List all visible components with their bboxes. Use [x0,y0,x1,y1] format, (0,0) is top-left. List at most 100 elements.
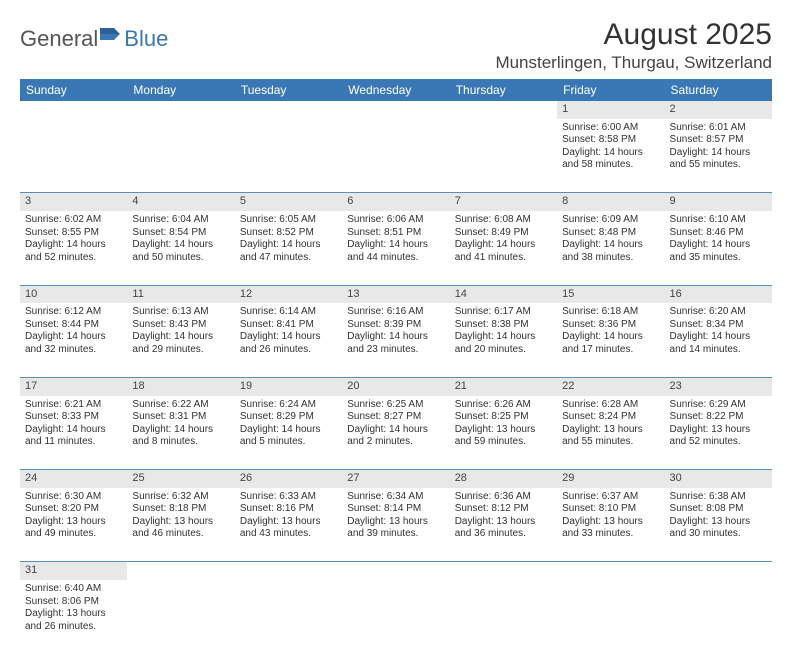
day-number-cell: 27 [342,470,449,488]
sunrise-line: Sunrise: 6:26 AM [455,399,552,412]
day-number-cell [235,562,342,580]
day-number-cell: 28 [450,470,557,488]
daylight-line: Daylight: 13 hours and 30 minutes. [670,516,767,541]
sunset-line: Sunset: 8:18 PM [132,503,229,516]
day-detail-cell [342,580,449,654]
day-number-cell [127,562,234,580]
month-title: August 2025 [495,18,772,51]
sunrise-line: Sunrise: 6:28 AM [562,399,659,412]
day-number-cell: 17 [20,377,127,395]
sunrise-line: Sunrise: 6:21 AM [25,399,122,412]
day-detail-cell [665,580,772,654]
day-detail-cell: Sunrise: 6:34 AMSunset: 8:14 PMDaylight:… [342,488,449,562]
day-detail-cell [450,119,557,193]
sunset-line: Sunset: 8:20 PM [25,503,122,516]
day-number-cell [342,562,449,580]
day-detail-cell: Sunrise: 6:02 AMSunset: 8:55 PMDaylight:… [20,211,127,285]
daylight-line: Daylight: 13 hours and 43 minutes. [240,516,337,541]
day-detail-cell: Sunrise: 6:09 AMSunset: 8:48 PMDaylight:… [557,211,664,285]
day-number-cell: 1 [557,101,664,119]
day-number-cell [127,101,234,119]
day-detail-cell: Sunrise: 6:25 AMSunset: 8:27 PMDaylight:… [342,396,449,470]
day-detail-cell [127,119,234,193]
weekday-header: Sunday [20,79,127,101]
daylight-line: Daylight: 14 hours and 17 minutes. [562,331,659,356]
day-number-cell: 30 [665,470,772,488]
sunrise-line: Sunrise: 6:09 AM [562,214,659,227]
day-detail-cell: Sunrise: 6:21 AMSunset: 8:33 PMDaylight:… [20,396,127,470]
day-detail-cell: Sunrise: 6:36 AMSunset: 8:12 PMDaylight:… [450,488,557,562]
day-number-cell: 29 [557,470,664,488]
day-detail-cell: Sunrise: 6:12 AMSunset: 8:44 PMDaylight:… [20,303,127,377]
daylight-line: Daylight: 14 hours and 20 minutes. [455,331,552,356]
daylight-line: Daylight: 13 hours and 33 minutes. [562,516,659,541]
sunset-line: Sunset: 8:41 PM [240,319,337,332]
day-number-cell: 13 [342,285,449,303]
day-detail-row: Sunrise: 6:30 AMSunset: 8:20 PM Daylight:… [20,488,772,562]
logo: General Blue [20,18,168,52]
day-number-cell: 19 [235,377,342,395]
day-number-cell: 23 [665,377,772,395]
day-number-cell: 22 [557,377,664,395]
day-number-cell: 25 [127,470,234,488]
sunset-line: Sunset: 8:55 PM [25,227,122,240]
day-number-row: 3456789 [20,193,772,211]
day-detail-cell [235,119,342,193]
sunrise-line: Sunrise: 6:34 AM [347,491,444,504]
daylight-line: Daylight: 14 hours and 2 minutes. [347,424,444,449]
sunset-line: Sunset: 8:12 PM [455,503,552,516]
day-detail-cell: Sunrise: 6:26 AMSunset: 8:25 PMDaylight:… [450,396,557,470]
daylight-line: Daylight: 14 hours and 26 minutes. [240,331,337,356]
day-number-cell: 8 [557,193,664,211]
sunrise-line: Sunrise: 6:38 AM [670,491,767,504]
daylight-line: Daylight: 14 hours and 23 minutes. [347,331,444,356]
sunset-line: Sunset: 8:52 PM [240,227,337,240]
day-number-cell [235,101,342,119]
sunrise-line: Sunrise: 6:36 AM [455,491,552,504]
sunset-line: Sunset: 8:43 PM [132,319,229,332]
weekday-header: Saturday [665,79,772,101]
day-detail-cell: Sunrise: 6:17 AMSunset: 8:38 PMDaylight:… [450,303,557,377]
day-detail-cell [342,119,449,193]
daylight-line: Daylight: 14 hours and 11 minutes. [25,424,122,449]
day-number-cell: 16 [665,285,772,303]
daylight-line: Daylight: 14 hours and 41 minutes. [455,239,552,264]
day-number-cell: 21 [450,377,557,395]
sunset-line: Sunset: 8:38 PM [455,319,552,332]
day-detail-cell: Sunrise: 6:30 AMSunset: 8:20 PMDaylight:… [20,488,127,562]
day-number-row: 12 [20,101,772,119]
daylight-line: Daylight: 14 hours and 5 minutes. [240,424,337,449]
day-number-cell [342,101,449,119]
day-detail-cell: Sunrise: 6:16 AMSunset: 8:39 PMDaylight:… [342,303,449,377]
day-detail-row: Sunrise: 6:00 AMSunset: 8:58 PMDaylight:… [20,119,772,193]
day-number-cell: 11 [127,285,234,303]
sunset-line: Sunset: 8:31 PM [132,411,229,424]
sunset-line: Sunset: 8:16 PM [240,503,337,516]
day-detail-cell [20,119,127,193]
day-detail-cell: Sunrise: 6:40 AMSunset: 8:06 PMDaylight:… [20,580,127,654]
daylight-line: Daylight: 14 hours and 44 minutes. [347,239,444,264]
daylight-line: Daylight: 13 hours and 59 minutes. [455,424,552,449]
day-number-cell: 14 [450,285,557,303]
sunrise-line: Sunrise: 6:04 AM [132,214,229,227]
day-detail-cell: Sunrise: 6:05 AMSunset: 8:52 PMDaylight:… [235,211,342,285]
daylight-line: Daylight: 14 hours and 32 minutes. [25,331,122,356]
day-number-cell [450,562,557,580]
sunrise-line: Sunrise: 6:30 AM [25,491,122,504]
day-detail-cell: Sunrise: 6:18 AMSunset: 8:36 PMDaylight:… [557,303,664,377]
daylight-line: Daylight: 13 hours and 46 minutes. [132,516,229,541]
day-number-cell: 6 [342,193,449,211]
logo-flag-icon [100,22,122,48]
day-number-cell [20,101,127,119]
day-detail-cell: Sunrise: 6:20 AMSunset: 8:34 PMDaylight:… [665,303,772,377]
sunset-line: Sunset: 8:22 PM [670,411,767,424]
day-detail-cell: Sunrise: 6:00 AMSunset: 8:58 PMDaylight:… [557,119,664,193]
daylight-line: Daylight: 14 hours and 8 minutes. [132,424,229,449]
day-number-cell: 2 [665,101,772,119]
day-detail-row: Sunrise: 6:40 AMSunset: 8:06 PMDaylight:… [20,580,772,654]
sunrise-line: Sunrise: 6:22 AM [132,399,229,412]
day-detail-cell: Sunrise: 6:04 AMSunset: 8:54 PMDaylight:… [127,211,234,285]
weekday-header: Wednesday [342,79,449,101]
sunrise-line: Sunrise: 6:24 AM [240,399,337,412]
day-number-cell: 10 [20,285,127,303]
